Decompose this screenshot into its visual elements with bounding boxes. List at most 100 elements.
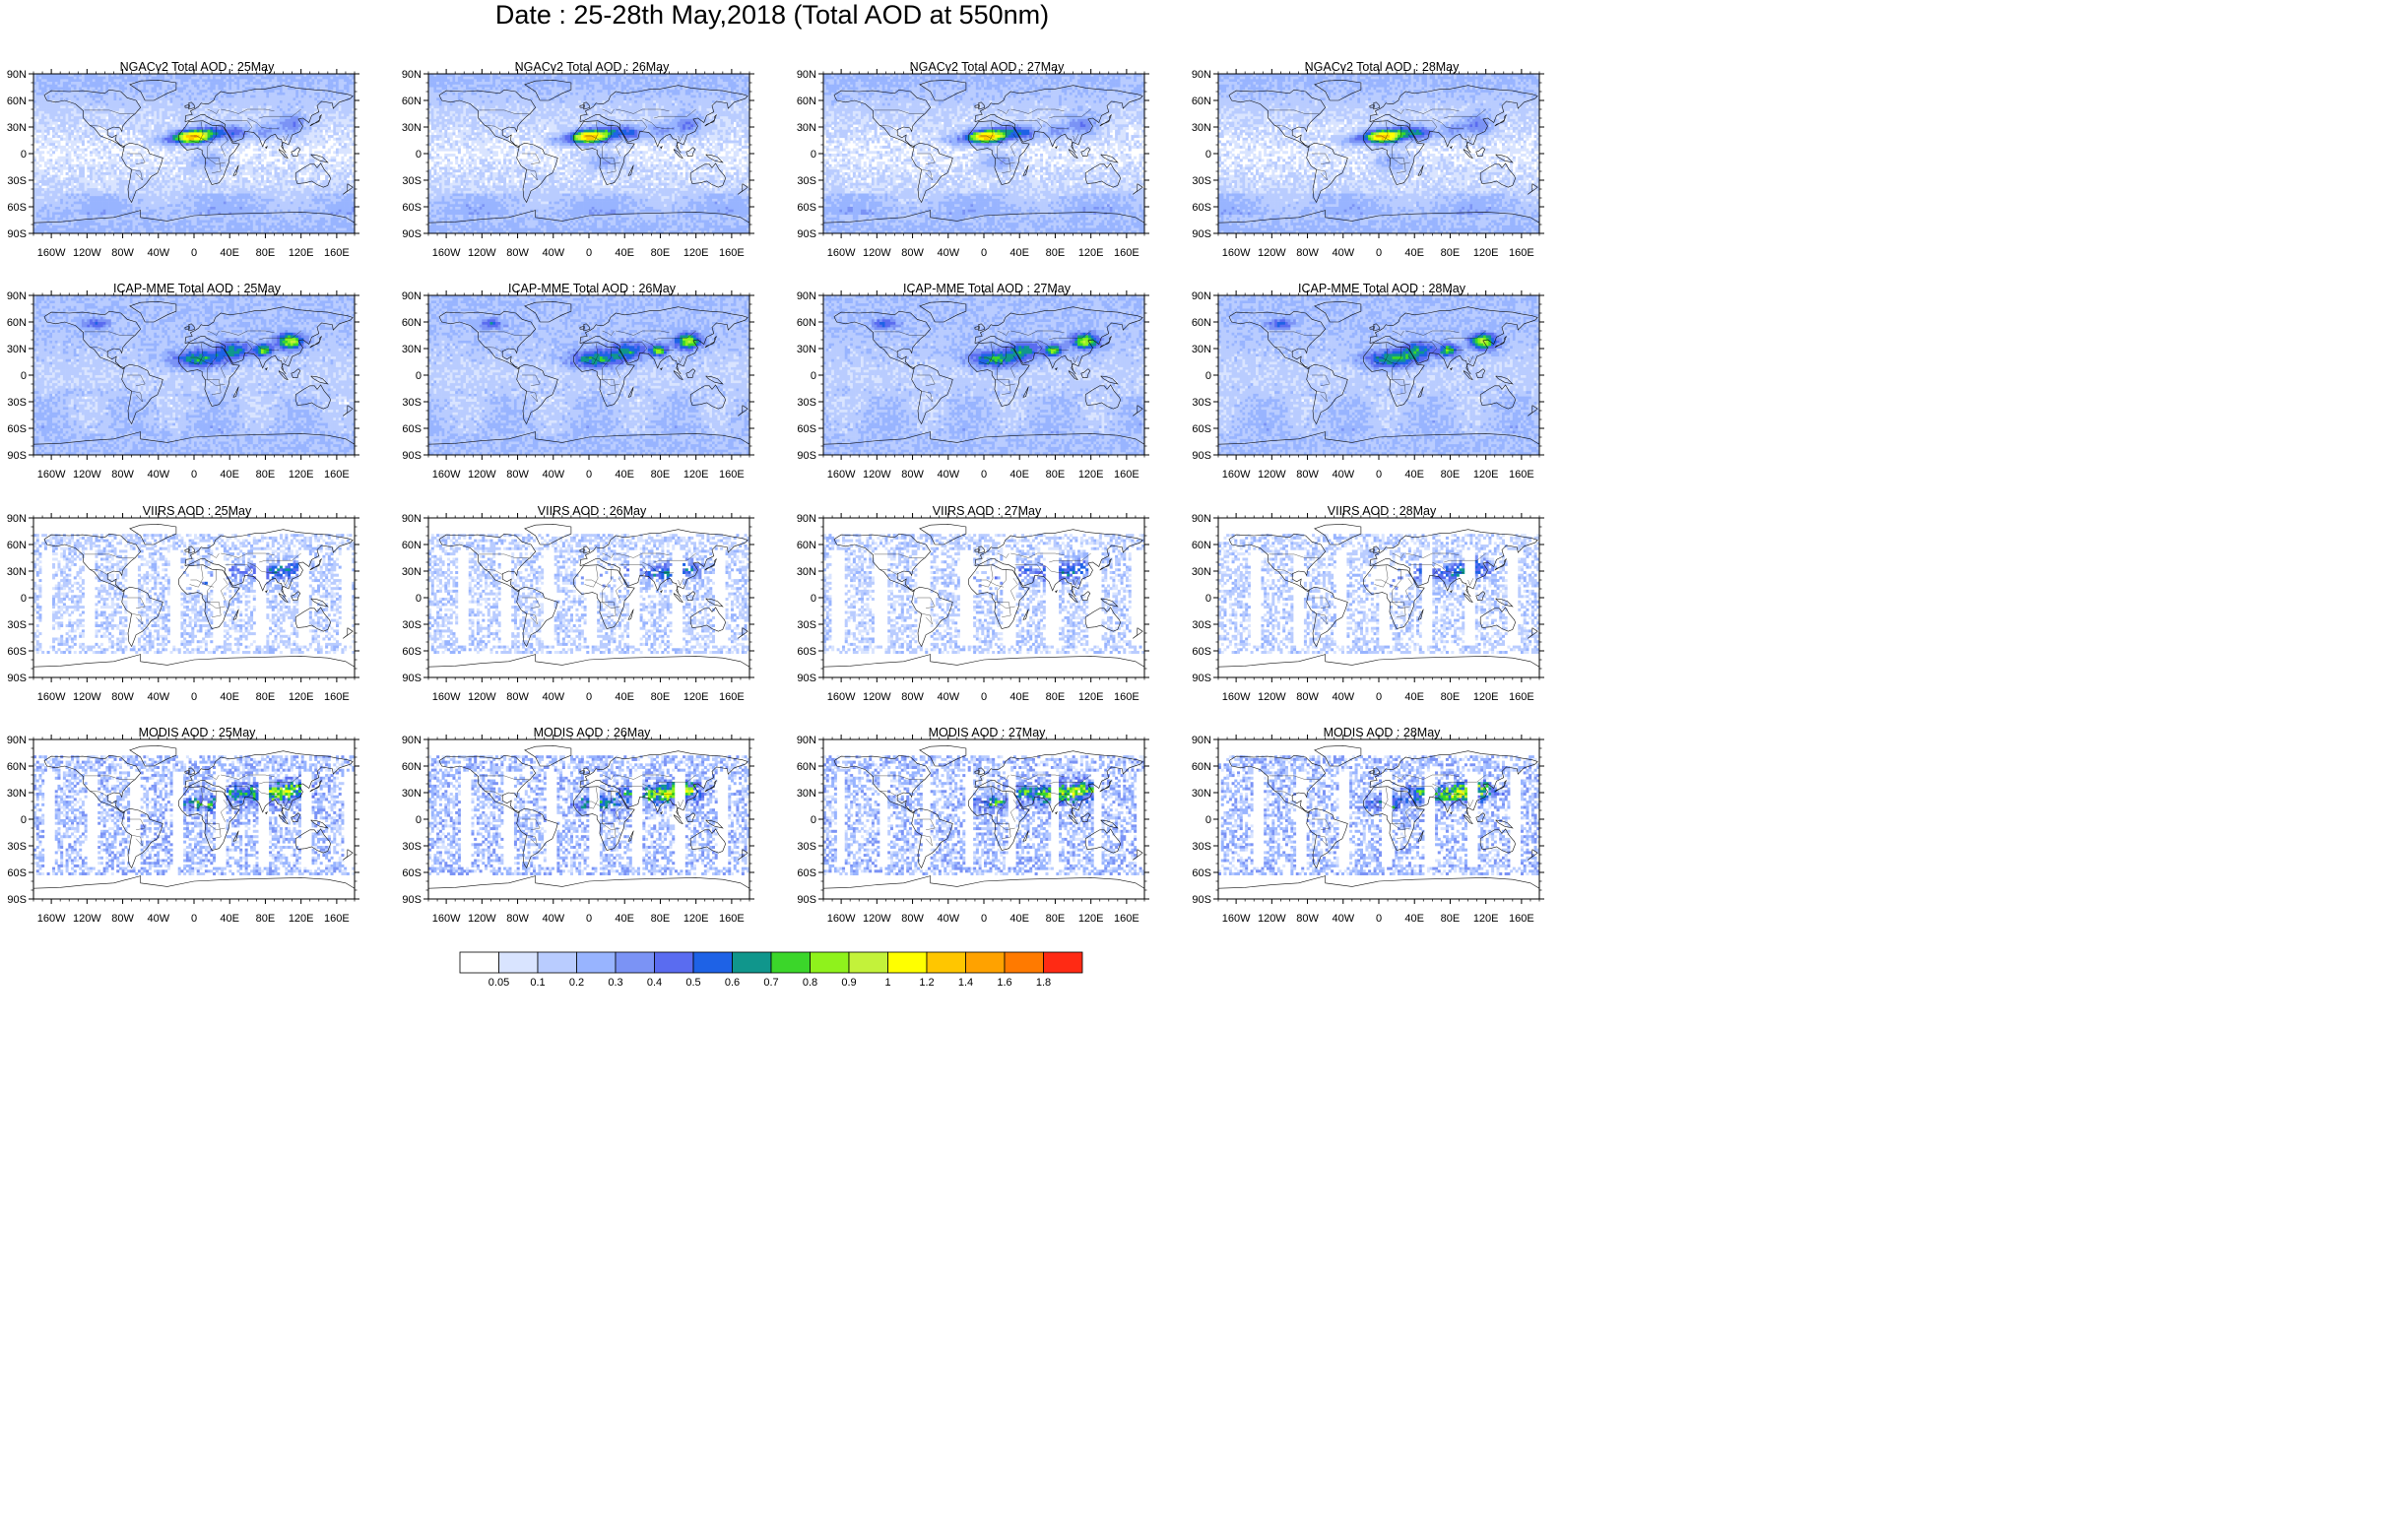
aod-cell bbox=[350, 114, 353, 117]
aod-cell bbox=[149, 183, 152, 186]
aod-cell bbox=[105, 169, 108, 172]
aod-cell bbox=[197, 191, 200, 194]
aod-cell bbox=[122, 119, 125, 122]
aod-cell bbox=[322, 143, 325, 146]
aod-cell bbox=[242, 183, 245, 186]
aod-cell bbox=[79, 196, 82, 199]
aod-cell bbox=[210, 82, 213, 85]
aod-cell bbox=[261, 108, 264, 111]
aod-cell bbox=[66, 103, 69, 106]
aod-cell bbox=[303, 172, 306, 175]
aod-cell bbox=[135, 146, 138, 149]
aod-cell bbox=[199, 172, 202, 175]
aod-cell bbox=[202, 146, 205, 149]
aod-cell bbox=[154, 103, 157, 106]
aod-cell bbox=[309, 138, 312, 141]
aod-cell bbox=[189, 157, 192, 160]
aod-cell bbox=[47, 161, 50, 164]
aod-cell bbox=[280, 172, 283, 175]
aod-cell bbox=[41, 108, 44, 111]
aod-cell bbox=[218, 175, 221, 178]
aod-cell bbox=[167, 97, 170, 100]
aod-cell bbox=[317, 82, 320, 85]
aod-cell bbox=[41, 183, 44, 186]
aod-cell bbox=[194, 82, 197, 85]
aod-cell bbox=[295, 103, 298, 106]
aod-cell bbox=[90, 180, 93, 183]
aod-cell bbox=[283, 175, 286, 178]
aod-cell bbox=[71, 194, 74, 197]
aod-cell bbox=[275, 77, 278, 80]
aod-cell bbox=[298, 79, 301, 82]
aod-cell bbox=[341, 146, 344, 149]
aod-cell bbox=[154, 132, 157, 135]
aod-cell bbox=[205, 111, 208, 114]
aod-cell bbox=[178, 180, 181, 183]
aod-cell bbox=[272, 82, 275, 85]
aod-cell bbox=[242, 194, 245, 197]
aod-cell bbox=[194, 151, 197, 154]
aod-cell bbox=[322, 82, 325, 85]
aod-cell bbox=[255, 154, 258, 157]
aod-cell bbox=[218, 111, 221, 114]
aod-cell bbox=[119, 114, 122, 117]
aod-cell bbox=[55, 135, 58, 138]
aod-cell bbox=[152, 138, 155, 141]
aod-cell bbox=[191, 93, 194, 96]
aod-cell bbox=[52, 114, 55, 117]
aod-cell bbox=[295, 82, 298, 85]
aod-cell bbox=[57, 124, 60, 127]
aod-cell bbox=[325, 77, 328, 80]
aod-cell bbox=[199, 119, 202, 122]
aod-cell bbox=[202, 180, 205, 183]
aod-cell bbox=[160, 191, 163, 194]
aod-cell bbox=[90, 103, 93, 106]
aod-cell bbox=[303, 82, 306, 85]
aod-cell bbox=[189, 159, 192, 161]
aod-cell bbox=[239, 85, 242, 88]
aod-cell bbox=[197, 85, 200, 88]
aod-cell bbox=[60, 188, 63, 191]
aod-cell bbox=[49, 183, 52, 186]
aod-cell bbox=[130, 196, 133, 199]
aod-cell bbox=[143, 130, 146, 133]
aod-cell bbox=[216, 85, 219, 88]
aod-cell bbox=[231, 127, 234, 130]
aod-cell bbox=[344, 138, 347, 141]
aod-cell bbox=[283, 177, 286, 180]
aod-cell bbox=[216, 114, 219, 117]
aod-cell bbox=[239, 169, 242, 172]
aod-cell bbox=[152, 196, 155, 199]
aod-cell bbox=[320, 188, 323, 191]
aod-cell bbox=[60, 183, 63, 186]
aod-cell bbox=[133, 130, 136, 133]
aod-cell bbox=[95, 119, 98, 122]
aod-cell bbox=[336, 122, 339, 125]
aod-cell bbox=[141, 127, 144, 130]
aod-cell bbox=[160, 194, 163, 197]
aod-cell bbox=[258, 159, 261, 161]
aod-cell bbox=[76, 88, 79, 91]
aod-cell bbox=[85, 154, 88, 157]
aod-cell bbox=[93, 79, 96, 82]
aod-cell bbox=[100, 196, 103, 199]
aod-cell bbox=[167, 127, 170, 130]
aod-cell bbox=[277, 141, 280, 144]
aod-cell bbox=[122, 185, 125, 188]
aod-cell bbox=[76, 149, 79, 152]
aod-cell bbox=[216, 122, 219, 125]
aod-cell bbox=[227, 180, 229, 183]
aod-cell bbox=[202, 105, 205, 108]
aod-cell bbox=[227, 169, 229, 172]
aod-cell bbox=[234, 85, 237, 88]
aod-cell bbox=[320, 77, 323, 80]
aod-cell bbox=[103, 177, 106, 180]
aod-cell bbox=[250, 96, 253, 98]
aod-cell bbox=[36, 105, 39, 108]
aod-cell bbox=[146, 108, 149, 111]
aod-cell bbox=[162, 114, 164, 117]
aod-cell bbox=[325, 127, 328, 130]
aod-cell bbox=[314, 79, 317, 82]
aod-cell bbox=[331, 130, 334, 133]
aod-cell bbox=[76, 164, 79, 167]
